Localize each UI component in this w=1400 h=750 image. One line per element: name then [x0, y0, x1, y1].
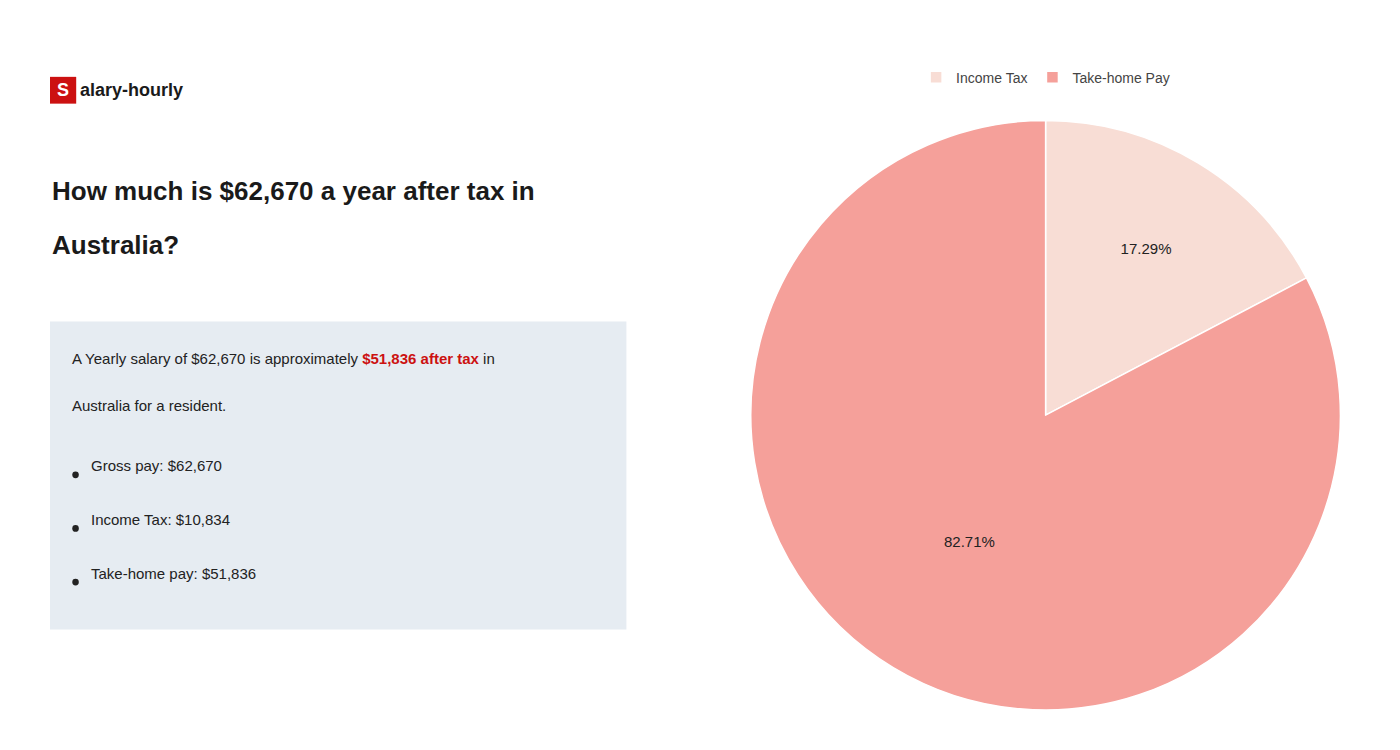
svg-text:17.29%: 17.29% [1121, 240, 1172, 257]
svg-text:How much is $62,670 a year aft: How much is $62,670 a year after tax in [52, 176, 535, 206]
svg-text:Australia?: Australia? [52, 230, 179, 260]
svg-text:Income Tax: $10,834: Income Tax: $10,834 [91, 511, 230, 528]
svg-text:A Yearly salary of $62,670 is: A Yearly salary of $62,670 is approximat… [72, 350, 495, 367]
svg-text:Take-home pay: $51,836: Take-home pay: $51,836 [91, 565, 256, 582]
svg-text:alary-hourly: alary-hourly [80, 80, 183, 100]
svg-text:Gross pay: $62,670: Gross pay: $62,670 [91, 457, 222, 474]
svg-text:Take-home Pay: Take-home Pay [1072, 70, 1169, 86]
svg-text:S: S [57, 80, 69, 100]
svg-text:82.71%: 82.71% [944, 533, 995, 550]
svg-text:Australia for a resident.: Australia for a resident. [72, 397, 226, 414]
svg-text:Income Tax: Income Tax [956, 70, 1027, 86]
